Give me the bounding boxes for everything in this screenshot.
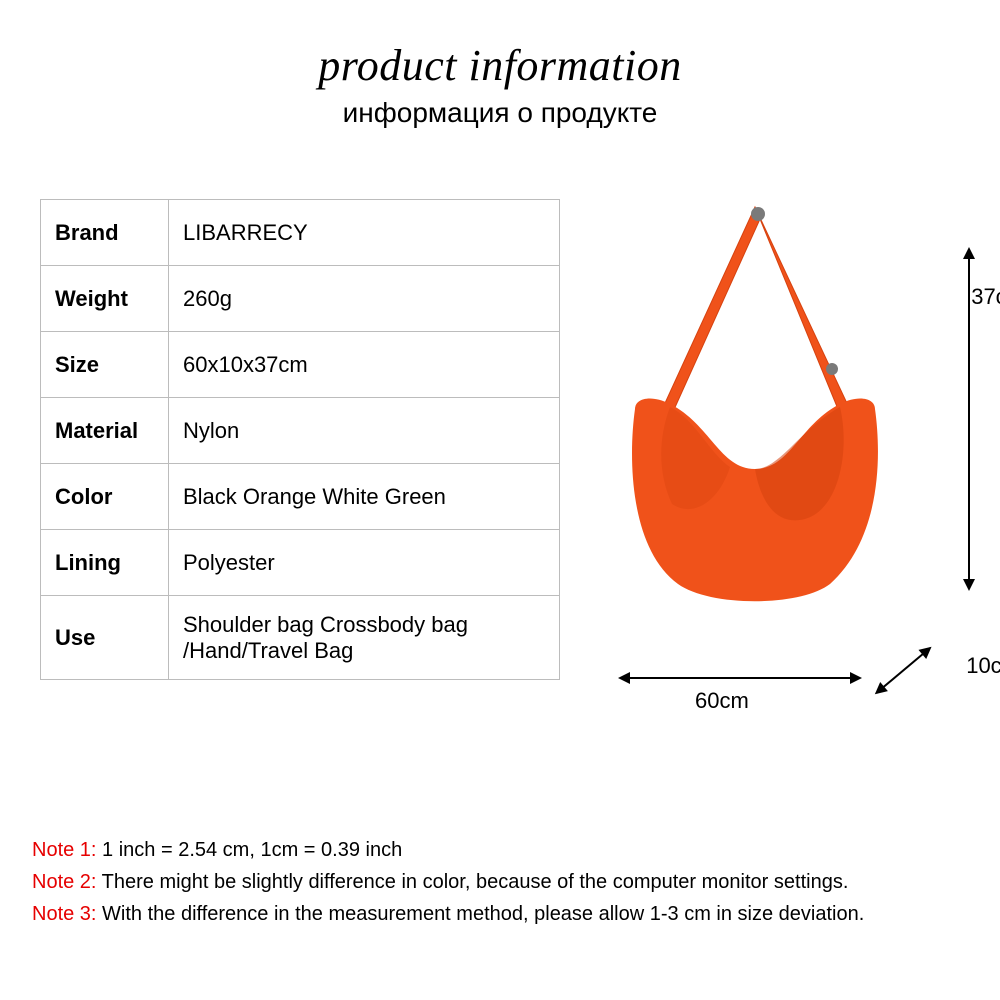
spec-key: Size [41, 332, 169, 398]
table-row: Weight 260g [41, 266, 560, 332]
dimension-arrow-depth [876, 647, 931, 694]
table-row: Use Shoulder bag Crossbody bag /Hand/Tra… [41, 596, 560, 680]
spec-key: Brand [41, 200, 169, 266]
table-row: Lining Polyester [41, 530, 560, 596]
spec-value: Shoulder bag Crossbody bag /Hand/Travel … [169, 596, 560, 680]
spec-value: Polyester [169, 530, 560, 596]
note-text: 1 inch = 2.54 cm, 1cm = 0.39 inch [96, 839, 402, 861]
note-line: Note 3: With the difference in the measu… [32, 898, 968, 930]
table-row: Color Black Orange White Green [41, 464, 560, 530]
note-line: Note 1: 1 inch = 2.54 cm, 1cm = 0.39 inc… [32, 834, 968, 866]
product-image-column: 37cm 10cm 60cm [560, 199, 970, 680]
page-title: product information [0, 40, 1000, 91]
spec-table: Brand LIBARRECY Weight 260g Size 60x10x3… [40, 199, 560, 680]
note-label: Note 1: [32, 839, 96, 861]
page-subtitle: информация о продукте [0, 97, 1000, 129]
header: product information информация о продукт… [0, 0, 1000, 129]
spec-key: Weight [41, 266, 169, 332]
dimension-label-width: 60cm [695, 688, 749, 714]
note-label: Note 2: [32, 871, 96, 893]
spec-key: Use [41, 596, 169, 680]
dimension-arrow-width [620, 677, 860, 679]
spec-value: Nylon [169, 398, 560, 464]
content-row: Brand LIBARRECY Weight 260g Size 60x10x3… [0, 199, 1000, 680]
notes-block: Note 1: 1 inch = 2.54 cm, 1cm = 0.39 inc… [32, 834, 968, 930]
spec-table-container: Brand LIBARRECY Weight 260g Size 60x10x3… [40, 199, 560, 680]
spec-value: 60x10x37cm [169, 332, 560, 398]
dimension-arrow-height [968, 249, 970, 589]
bag-icon [600, 199, 900, 609]
spec-value: Black Orange White Green [169, 464, 560, 530]
spec-key: Lining [41, 530, 169, 596]
table-row: Material Nylon [41, 398, 560, 464]
note-line: Note 2: There might be slightly differen… [32, 866, 968, 898]
spec-key: Color [41, 464, 169, 530]
product-image-wrap: 37cm 10cm 60cm [600, 199, 940, 639]
note-label: Note 3: [32, 903, 96, 925]
spec-value: LIBARRECY [169, 200, 560, 266]
spec-key: Material [41, 398, 169, 464]
table-row: Size 60x10x37cm [41, 332, 560, 398]
spec-value: 260g [169, 266, 560, 332]
note-text: There might be slightly difference in co… [96, 871, 848, 893]
note-text: With the difference in the measurement m… [96, 903, 864, 925]
dimension-label-depth: 10cm [966, 653, 1000, 679]
dimension-label-height: 37cm [971, 284, 1000, 310]
table-row: Brand LIBARRECY [41, 200, 560, 266]
